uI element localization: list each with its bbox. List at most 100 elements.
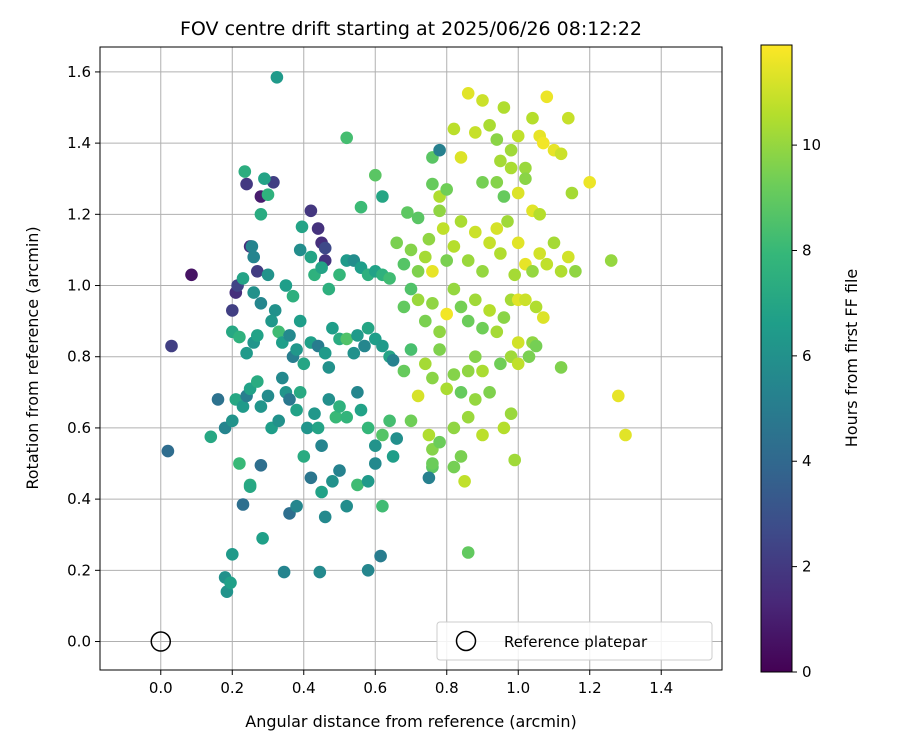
data-point <box>562 250 575 264</box>
data-point <box>422 471 436 485</box>
data-point <box>497 190 511 203</box>
data-point <box>440 183 454 196</box>
data-point <box>569 265 582 278</box>
data-point <box>386 354 400 367</box>
data-point <box>254 400 268 413</box>
data-point <box>447 421 461 435</box>
data-point <box>308 407 321 421</box>
data-point <box>254 459 268 472</box>
grid-layer <box>100 47 722 670</box>
colorbar-gradient <box>760 44 793 673</box>
data-point <box>247 286 260 299</box>
x-tick-label: 0.8 <box>435 679 459 697</box>
data-point <box>301 421 314 435</box>
data-point <box>165 339 178 353</box>
data-point <box>529 300 543 314</box>
data-point <box>369 457 382 470</box>
data-point <box>483 119 496 132</box>
legend-box <box>436 621 713 661</box>
legend-label-reference: Reference platepar <box>504 633 648 651</box>
colorbar-tick-label: 0 <box>802 663 812 681</box>
data-point <box>426 265 439 278</box>
data-point <box>529 339 543 353</box>
data-point <box>404 282 418 296</box>
data-point <box>519 293 532 307</box>
data-point <box>469 393 482 406</box>
data-point <box>469 350 482 364</box>
data-point <box>540 90 554 104</box>
data-point <box>404 243 418 257</box>
data-point <box>390 432 404 445</box>
data-point <box>254 208 268 221</box>
data-point <box>511 336 525 349</box>
data-point <box>326 475 339 488</box>
data-point <box>322 282 336 296</box>
data-point <box>461 364 475 378</box>
data-point <box>318 241 332 255</box>
data-point <box>290 403 303 417</box>
data-point <box>519 172 532 185</box>
data-point <box>243 480 257 494</box>
data-point <box>497 101 511 114</box>
chart-title: FOV centre drift starting at 2025/06/26 … <box>180 18 642 40</box>
data-point <box>604 254 618 267</box>
data-point <box>322 361 336 374</box>
data-point <box>293 314 307 328</box>
data-point <box>426 177 439 191</box>
data-point <box>286 289 300 303</box>
data-point <box>404 343 418 356</box>
data-point <box>224 576 237 590</box>
data-point <box>236 498 250 511</box>
data-point <box>333 400 346 413</box>
data-point <box>358 339 371 353</box>
colorbar-tick-label: 8 <box>802 241 812 259</box>
data-point <box>304 204 318 218</box>
data-point <box>226 304 239 317</box>
y-tick-label: 0.8 <box>67 348 91 366</box>
data-point <box>419 357 432 371</box>
data-point <box>619 428 632 442</box>
data-point <box>454 300 468 314</box>
data-point <box>233 457 246 470</box>
data-point <box>318 346 332 360</box>
data-point <box>511 357 525 371</box>
y-tick-label: 0.0 <box>67 633 91 651</box>
data-point <box>354 200 368 214</box>
data-point <box>554 361 568 374</box>
data-point <box>458 475 471 488</box>
data-point <box>461 254 475 267</box>
reference-marker-layer <box>150 631 172 652</box>
data-point <box>562 111 575 125</box>
data-point <box>440 254 454 267</box>
data-point <box>526 265 539 278</box>
data-point <box>369 439 382 453</box>
data-point <box>270 71 284 84</box>
data-point <box>311 222 325 235</box>
data-point <box>250 375 264 388</box>
data-point <box>290 343 303 356</box>
data-point <box>426 371 439 385</box>
data-point <box>447 460 461 474</box>
colorbar-tick-label: 6 <box>802 347 812 365</box>
data-point <box>433 325 446 339</box>
data-point <box>315 439 328 453</box>
data-point <box>283 329 296 342</box>
data-point <box>322 393 336 406</box>
data-point <box>533 247 546 260</box>
data-point <box>295 220 309 234</box>
data-point <box>236 272 250 285</box>
data-point <box>436 222 450 235</box>
data-point <box>326 321 339 335</box>
data-point <box>226 414 239 428</box>
data-point <box>469 293 482 307</box>
x-tick-label: 0.2 <box>220 679 244 697</box>
data-point <box>483 386 496 399</box>
data-point <box>511 236 525 250</box>
data-point <box>461 87 475 100</box>
data-point <box>461 410 475 424</box>
data-point <box>265 314 278 328</box>
data-point <box>361 475 375 488</box>
data-point <box>250 265 264 278</box>
data-point <box>340 499 354 513</box>
data-point <box>256 532 269 545</box>
